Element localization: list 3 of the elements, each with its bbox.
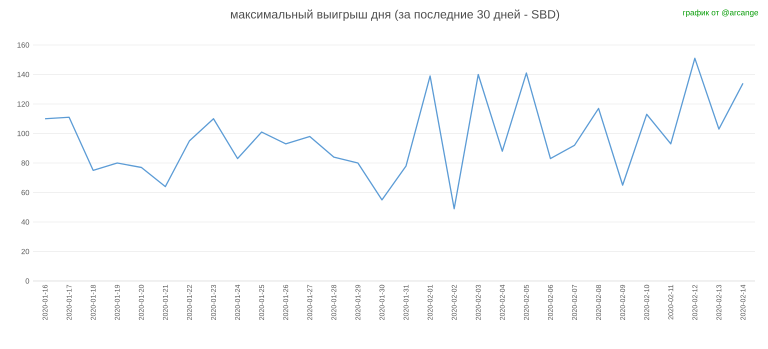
line-series	[44, 58, 744, 210]
text: график от @arcange	[683, 10, 758, 17]
chart-title: максимальный выигрыш дня (за последние 30 дней - SBD)	[230, 10, 560, 21]
